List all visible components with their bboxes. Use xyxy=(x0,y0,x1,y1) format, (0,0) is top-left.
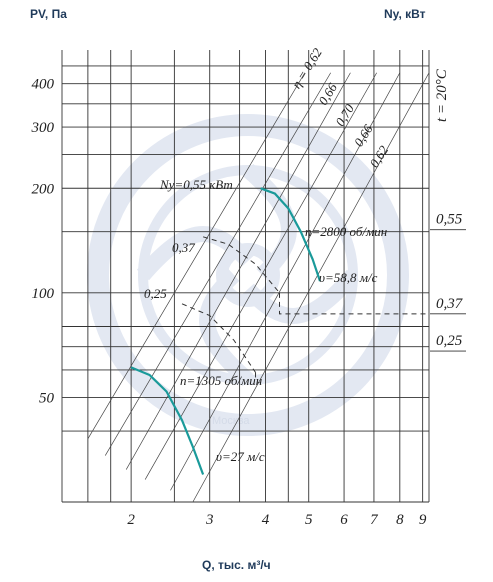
temperature-label: t = 20°C xyxy=(434,68,450,122)
efficiency-label: 0,70 xyxy=(332,101,357,129)
x-tick-label: 6 xyxy=(340,512,348,528)
efficiency-line xyxy=(170,72,401,491)
x-axis-title: Q, тыс. м³/ч xyxy=(202,558,271,572)
label-speed-1305: n=1305 об/мин xyxy=(180,373,262,388)
y-tick-label: 400 xyxy=(32,77,55,93)
label-power-025: 0,25 xyxy=(144,286,167,301)
y-tick-label: 100 xyxy=(32,286,55,302)
watermark-text: Москва xyxy=(212,415,250,427)
x-tick-label: 8 xyxy=(396,512,404,528)
power-connector xyxy=(278,292,429,315)
y-tick-label: 300 xyxy=(31,120,55,136)
label-power-055: Ny=0,55 кВт xyxy=(159,177,233,192)
power-curve xyxy=(202,236,280,294)
power-axis-title: Ny, кВт xyxy=(384,7,426,21)
power-tick-label: 0,55 xyxy=(436,212,463,228)
x-tick-label: 4 xyxy=(262,512,270,528)
x-tick-label: 5 xyxy=(305,512,313,528)
y-tick-labels: 50 100 200 300 400 xyxy=(31,77,55,407)
x-tick-label: 3 xyxy=(205,512,214,528)
efficiency-line xyxy=(144,72,377,480)
efficiency-label: 0,62 xyxy=(367,142,392,170)
y-tick-label: 50 xyxy=(39,390,55,406)
efficiency-line xyxy=(125,72,351,470)
power-curves xyxy=(181,236,429,378)
y-axis-title: PV, Па xyxy=(30,7,67,21)
efficiency-line xyxy=(104,72,331,456)
x-tick-label: 2 xyxy=(127,512,135,528)
label-velocity-27: υ=27 м/с xyxy=(216,449,265,464)
efficiency-line xyxy=(192,72,430,503)
performance-curve xyxy=(260,187,322,282)
power-tick-labels: 0,25 0,37 0,55 xyxy=(430,212,466,352)
x-tick-label: 7 xyxy=(370,512,379,528)
performance-curve xyxy=(130,366,205,475)
efficiency-label: 0,66 xyxy=(351,121,376,149)
y-tick-label: 200 xyxy=(32,181,55,197)
x-tick-label: 9 xyxy=(419,512,427,528)
power-tick-label: 0,25 xyxy=(436,333,463,349)
efficiency-line xyxy=(87,72,306,440)
label-velocity-588: υ=58,8 м/с xyxy=(319,270,378,285)
label-speed-2800: n=2800 об/мин xyxy=(305,224,387,239)
efficiency-lines xyxy=(87,72,430,503)
power-curve xyxy=(181,303,256,373)
power-tick-label: 0,37 xyxy=(436,296,464,312)
label-power-037: 0,37 xyxy=(172,240,195,255)
performance-curves xyxy=(130,187,322,475)
